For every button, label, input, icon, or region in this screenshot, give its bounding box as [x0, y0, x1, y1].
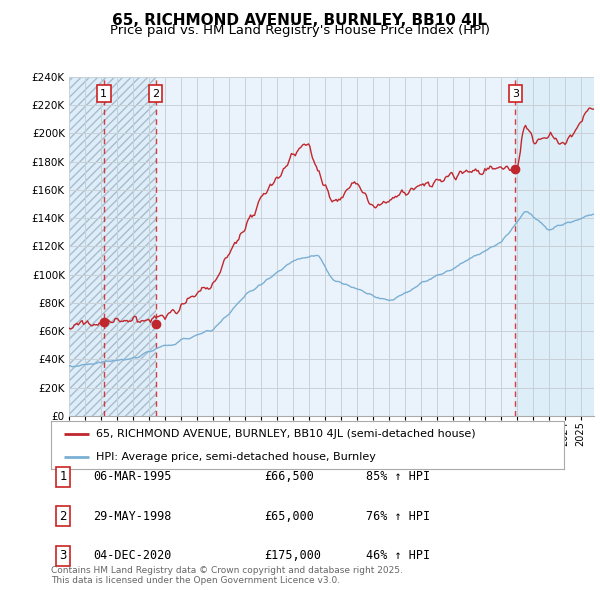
Bar [515, 77, 594, 416]
Bar [69, 77, 155, 416]
Text: Contains HM Land Registry data © Crown copyright and database right 2025.
This d: Contains HM Land Registry data © Crown c… [51, 566, 403, 585]
Text: 1: 1 [100, 88, 107, 99]
Text: 76% ↑ HPI: 76% ↑ HPI [366, 510, 430, 523]
Bar [155, 77, 515, 416]
Text: 65, RICHMOND AVENUE, BURNLEY, BB10 4JL (semi-detached house): 65, RICHMOND AVENUE, BURNLEY, BB10 4JL (… [96, 429, 476, 439]
Text: £175,000: £175,000 [264, 549, 321, 562]
Text: Price paid vs. HM Land Registry's House Price Index (HPI): Price paid vs. HM Land Registry's House … [110, 24, 490, 37]
Text: HPI: Average price, semi-detached house, Burnley: HPI: Average price, semi-detached house,… [96, 452, 376, 462]
Text: 46% ↑ HPI: 46% ↑ HPI [366, 549, 430, 562]
Text: 2: 2 [152, 88, 159, 99]
Text: 3: 3 [59, 549, 67, 562]
Text: £66,500: £66,500 [264, 470, 314, 483]
Text: 06-MAR-1995: 06-MAR-1995 [93, 470, 172, 483]
Text: 04-DEC-2020: 04-DEC-2020 [93, 549, 172, 562]
Text: 2: 2 [59, 510, 67, 523]
Text: £65,000: £65,000 [264, 510, 314, 523]
Text: 85% ↑ HPI: 85% ↑ HPI [366, 470, 430, 483]
Text: 1: 1 [59, 470, 67, 483]
Text: 65, RICHMOND AVENUE, BURNLEY, BB10 4JL: 65, RICHMOND AVENUE, BURNLEY, BB10 4JL [113, 13, 487, 28]
Text: 29-MAY-1998: 29-MAY-1998 [93, 510, 172, 523]
Text: 3: 3 [512, 88, 519, 99]
